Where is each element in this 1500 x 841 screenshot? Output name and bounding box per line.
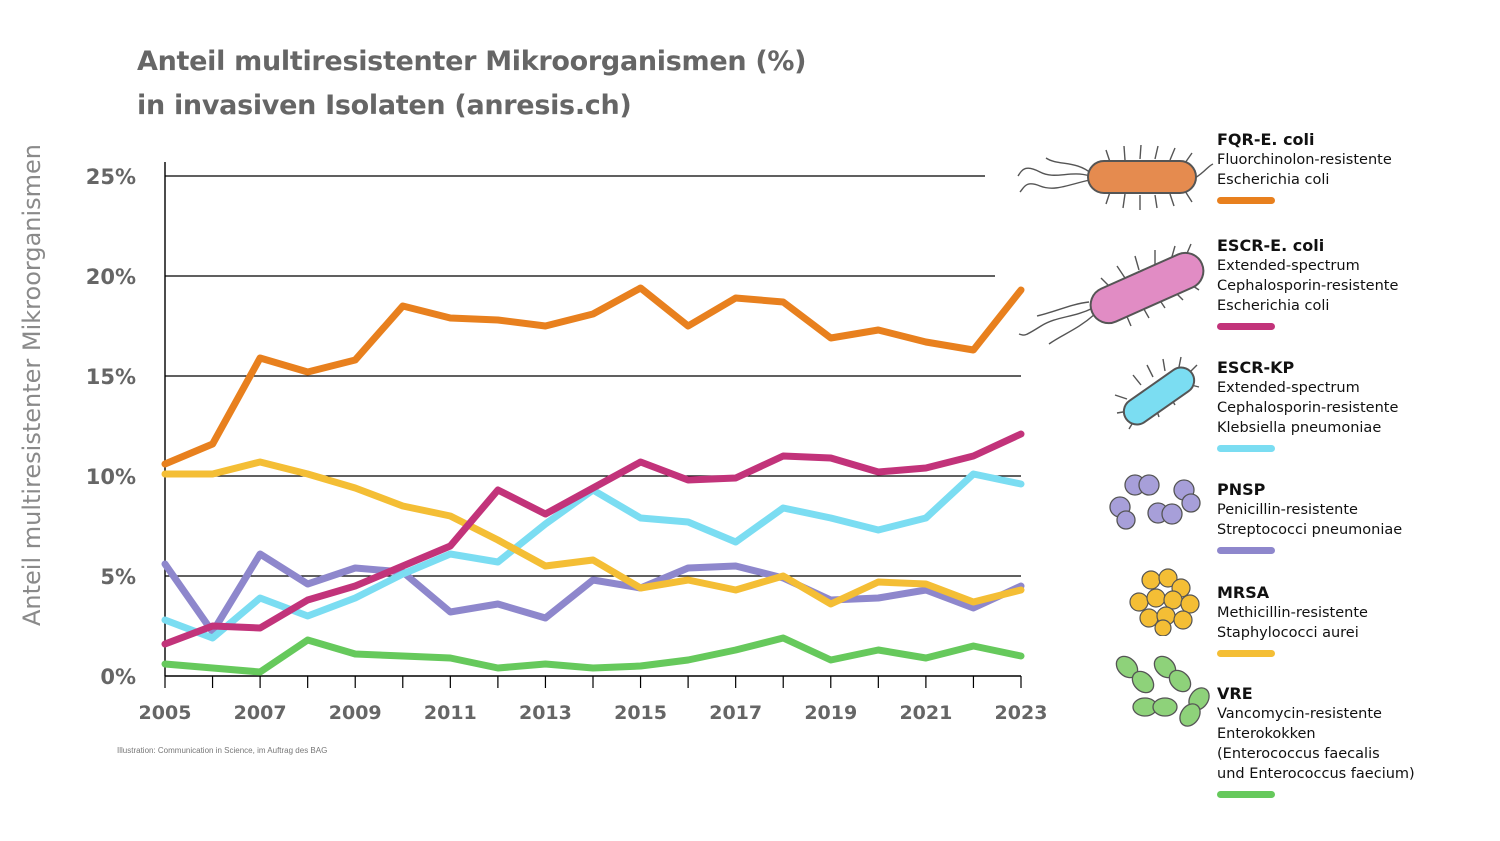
series-line-vre xyxy=(161,634,1025,676)
legend-name: VRE xyxy=(1217,684,1253,703)
x-tick-label: 2023 xyxy=(995,702,1048,724)
x-tick-label: 2011 xyxy=(424,702,477,724)
chart-title-line: Anteil multiresistenter Mikroorganismen … xyxy=(137,46,807,77)
x-tick-label: 2017 xyxy=(709,702,762,724)
legend-name: MRSA xyxy=(1217,583,1270,602)
y-tick-label: 20% xyxy=(86,265,136,289)
y-tick-label: 5% xyxy=(100,565,136,589)
legend-item-mrsa: MRSA Methicillin-resistente Staphylococc… xyxy=(1217,583,1368,657)
grid-lines xyxy=(165,175,1021,577)
legend-swatch xyxy=(1217,197,1275,204)
legend-name: ESCR-KP xyxy=(1217,358,1295,377)
series-line-escr-kp xyxy=(161,470,1025,642)
legend-swatch xyxy=(1217,547,1275,554)
y-tick-label: 15% xyxy=(86,365,136,389)
legend-swatch xyxy=(1217,791,1275,798)
y-tick-label: 10% xyxy=(86,465,136,489)
series-line-escr-e-coli xyxy=(161,430,1025,648)
legend-description: Extended-spectrum Cephalosporin-resisten… xyxy=(1217,258,1399,314)
legend-name: ESCR-E. coli xyxy=(1217,236,1325,255)
x-tick-label: 2005 xyxy=(139,702,192,724)
staphylococcus-cluster-icon xyxy=(1129,568,1200,636)
x-tick-label: 2021 xyxy=(899,702,952,724)
legend-swatch xyxy=(1217,323,1275,330)
series-line-mrsa xyxy=(161,458,1025,608)
legend-description: Penicillin-resistente Streptococci pneum… xyxy=(1217,502,1403,538)
series-lines xyxy=(161,284,1025,676)
legend-item-pnsp: PNSP Penicillin-resistente Streptococci … xyxy=(1217,480,1402,554)
x-tick-label: 2019 xyxy=(804,702,857,724)
x-tick-label: 2015 xyxy=(614,702,667,724)
chart-subtitle-line: in invasiven Isolaten (anresis.ch) xyxy=(137,90,632,121)
tick-labels: 25% 20% 15% 10% 5% 0%2005 2007 2009 2011 2013 2015… xyxy=(86,165,1048,724)
legend-description: Methicillin-resistente Staphylococci aur… xyxy=(1217,605,1368,641)
legend-item-fqr-e-coli: FQR-E. coli Fluorchinolon-resistente Esc… xyxy=(1217,130,1392,204)
legend-swatch xyxy=(1217,650,1275,657)
legend-name: PNSP xyxy=(1217,480,1266,499)
legend-swatch xyxy=(1217,445,1275,452)
x-tick-label: 2013 xyxy=(519,702,572,724)
legend-description: Extended-spectrum Cephalosporin-resisten… xyxy=(1217,380,1399,436)
y-tick-label: 25% xyxy=(86,165,136,189)
legend-item-escr-kp: ESCR-KP Extended-spectrum Cephalosporin-… xyxy=(1217,358,1398,452)
klebsiella-rod-icon xyxy=(1114,356,1200,430)
legend-name: FQR-E. coli xyxy=(1217,130,1315,149)
series-line-fqr-e-coli xyxy=(161,284,1025,468)
diplococcus-cluster-icon xyxy=(1109,474,1201,530)
series-line-pnsp xyxy=(161,550,1025,636)
axes xyxy=(164,162,1022,688)
x-tick-label: 2007 xyxy=(234,702,287,724)
legend-item-vre: VRE Vancomycin-resistente Enterokokken (… xyxy=(1217,684,1415,798)
e-coli-rod-icon xyxy=(1017,144,1214,210)
legend-description: Fluorchinolon-resistente Escherichia col… xyxy=(1217,152,1392,188)
y-tick-label: 0% xyxy=(100,665,136,689)
enterococcus-pair-icon xyxy=(1115,655,1210,727)
x-tick-label: 2009 xyxy=(329,702,382,724)
e-coli-rod-icon xyxy=(1018,243,1205,345)
legend-item-escr-e-coli: ESCR-E. coli Extended-spectrum Cephalosp… xyxy=(1217,236,1398,330)
image-credit: Illustration: Communication in Science, … xyxy=(117,746,328,755)
legend-description: Vancomycin-resistente Enterokokken (Ente… xyxy=(1217,706,1415,782)
chart-title: Anteil multiresistenter Mikroorganismen … xyxy=(137,40,807,128)
